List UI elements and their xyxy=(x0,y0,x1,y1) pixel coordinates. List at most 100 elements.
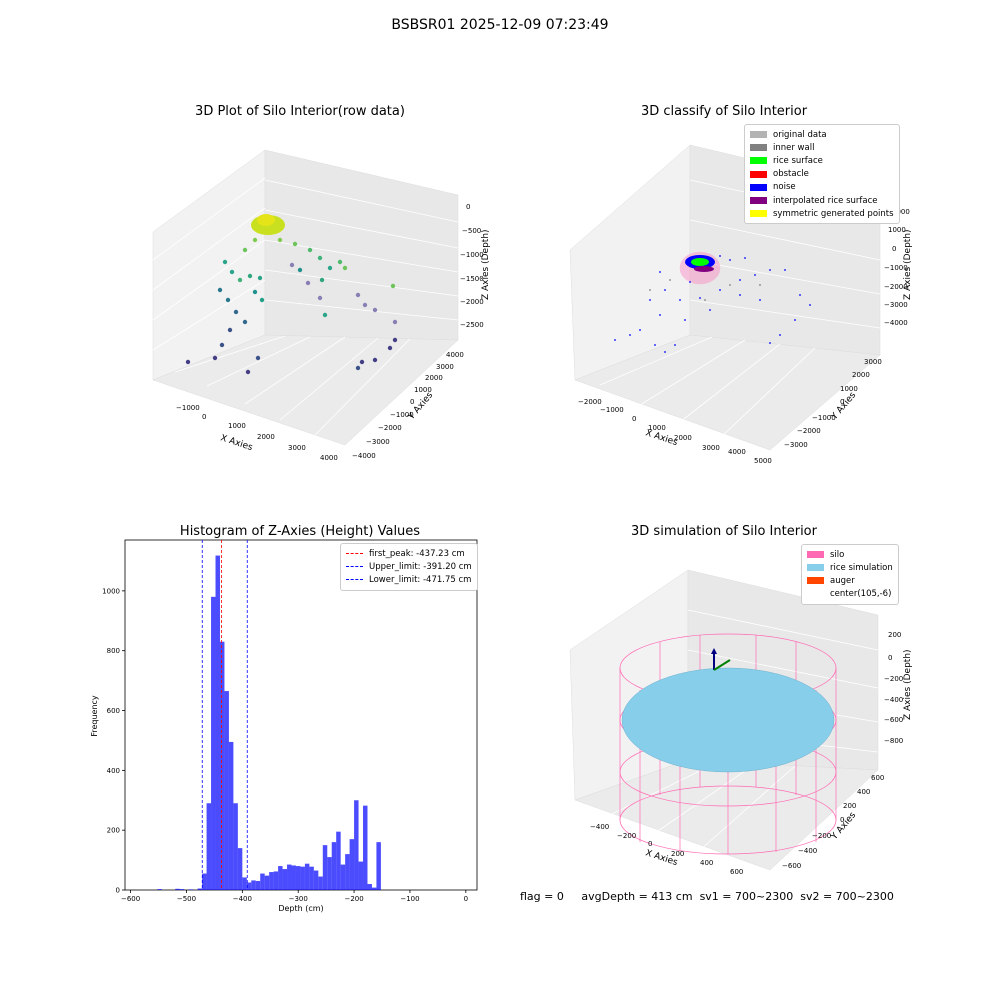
classify-data-points xyxy=(614,251,811,353)
legend-label: auger xyxy=(830,575,855,586)
x-tick-label: −300 xyxy=(289,895,308,903)
simulation-legend: silo rice simulation auger center(105,-6… xyxy=(801,544,899,605)
tick-label: 3000 xyxy=(702,444,720,452)
histogram-bar xyxy=(202,873,207,890)
legend-entry: obstacle xyxy=(750,168,894,181)
legend-entry: symmetric generated points xyxy=(750,207,894,220)
histogram-bar xyxy=(295,866,301,890)
histogram-bar xyxy=(345,854,350,890)
tick-label: −600 xyxy=(782,862,801,870)
histogram-bar xyxy=(175,888,180,890)
histogram-bar xyxy=(197,888,203,890)
legend-label: Lower_limit: -471.75 cm xyxy=(369,574,472,585)
simulation-x-ticks: −400 −200 0 200 400 600 xyxy=(590,823,743,876)
histogram-bar xyxy=(260,873,265,890)
legend-label: obstacle xyxy=(773,169,809,180)
legend-entry: Upper_limit: -391.20 cm xyxy=(346,560,472,573)
x-tick-label: 0 xyxy=(464,895,468,903)
simulation-y-ticks: −600 −400 −200 0 200 400 600 xyxy=(782,774,884,870)
tick-label: −3000 xyxy=(884,301,908,309)
status-footer: flag = 0 avgDepth = 413 cm sv1 = 700~230… xyxy=(520,890,894,903)
tick-label: 0 xyxy=(202,413,206,421)
legend-entry: inner wall xyxy=(750,141,894,154)
histogram-reference-lines xyxy=(201,540,248,890)
x-tick-label: −600 xyxy=(121,895,140,903)
legend-swatch xyxy=(750,183,767,191)
histogram-bar xyxy=(233,803,238,890)
histogram-bar xyxy=(246,882,252,890)
simulation-floor-pane xyxy=(574,759,879,871)
tick-label: 1000 xyxy=(888,226,906,234)
tick-label: −800 xyxy=(884,737,903,745)
tick-label: 400 xyxy=(857,788,870,796)
legend-swatch xyxy=(750,157,767,165)
histogram-y-axis-label: Frequency xyxy=(90,695,99,737)
tick-label: 0 xyxy=(840,398,844,406)
histogram-x-axis-label: Depth (cm) xyxy=(278,904,323,913)
y-tick-label: 200 xyxy=(107,827,120,835)
histogram-bar xyxy=(157,889,162,890)
classify-z-ticks: 2000 1000 0 −1000 −2000 −3000 −4000 xyxy=(884,208,910,327)
histogram-bar xyxy=(278,866,283,890)
legend-entry: silo xyxy=(807,548,893,561)
histogram-bar xyxy=(376,842,381,890)
tick-label: 4000 xyxy=(728,448,746,456)
tick-label: −4000 xyxy=(352,452,376,460)
histogram-bar xyxy=(219,641,225,890)
classify-z-axis-label: Z Axies (Depth) xyxy=(903,229,913,300)
histogram-plot-area xyxy=(124,539,478,891)
legend-entry: auger xyxy=(807,574,893,587)
tick-label: −2000 xyxy=(578,398,602,406)
legend-label: symmetric generated points xyxy=(773,208,894,219)
classify-rice-surface xyxy=(691,258,709,266)
x-tick-label: −400 xyxy=(233,895,252,903)
tick-label: 0 xyxy=(466,203,470,211)
tick-label: 3000 xyxy=(436,363,454,371)
legend-entry: center(105,-6) xyxy=(807,588,893,601)
legend-entry: first_peak: -437.23 cm xyxy=(346,547,472,560)
raw-y-ticks: −4000 −3000 −2000 −1000 0 1000 2000 3000… xyxy=(352,351,464,460)
classify-x-ticks: −2000 −1000 0 1000 2000 3000 4000 5000 xyxy=(578,398,772,465)
histogram-bar xyxy=(206,803,212,890)
histogram-title: Histogram of Z-Axies (Height) Values xyxy=(179,524,421,539)
legend-label: first_peak: -437.23 cm xyxy=(369,548,465,559)
tick-label: −2000 xyxy=(378,424,402,432)
legend-swatch xyxy=(346,566,363,568)
legend-label: center(105,-6) xyxy=(830,589,892,600)
tick-label: −2000 xyxy=(884,283,908,291)
legend-swatch xyxy=(807,564,824,572)
tick-label: 4000 xyxy=(320,454,338,462)
raw-z-axis-label: Z Axies (Depth) xyxy=(481,229,491,300)
tick-label: −200 xyxy=(884,675,903,683)
tick-label: 1000 xyxy=(648,424,666,432)
histogram-bar xyxy=(331,842,337,890)
simulation-plot-title: 3D simulation of Silo Interior xyxy=(631,524,817,539)
histogram-bar xyxy=(179,889,185,890)
tick-label: 0 xyxy=(632,415,636,423)
histogram-bar xyxy=(367,884,372,890)
tick-label: −1000 xyxy=(600,406,624,414)
legend-entry: Lower_limit: -471.75 cm xyxy=(346,573,472,586)
legend-label: interpolated rice surface xyxy=(773,195,878,206)
tick-label: −1000 xyxy=(390,411,414,419)
legend-swatch xyxy=(750,131,767,139)
histogram-bars xyxy=(157,555,381,890)
tick-label: −400 xyxy=(884,696,903,704)
histogram-bar xyxy=(269,872,274,890)
tick-label: 200 xyxy=(671,850,684,858)
tick-label: −1000 xyxy=(460,251,484,259)
histogram-bar xyxy=(354,800,359,890)
classify-y-ticks: −3000 −2000 −1000 0 1000 2000 3000 xyxy=(784,358,882,449)
tick-label: −3000 xyxy=(366,438,390,446)
raw-data-points xyxy=(185,214,398,375)
x-tick-label: −500 xyxy=(177,895,196,903)
tick-label: 2000 xyxy=(674,434,692,442)
raw-z-ticks: 0 −500 −1000 −1500 −2000 −2500 xyxy=(460,203,484,329)
legend-entry: noise xyxy=(750,181,894,194)
tick-label: 0 xyxy=(410,398,414,406)
histogram-bar xyxy=(363,805,368,890)
tick-label: 0 xyxy=(888,654,892,662)
legend-swatch xyxy=(807,577,824,585)
